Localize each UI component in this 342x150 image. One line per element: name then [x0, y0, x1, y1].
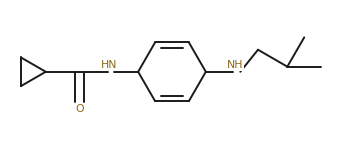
Text: HN: HN: [101, 60, 118, 70]
Text: O: O: [75, 103, 84, 114]
Text: NH: NH: [227, 60, 244, 70]
